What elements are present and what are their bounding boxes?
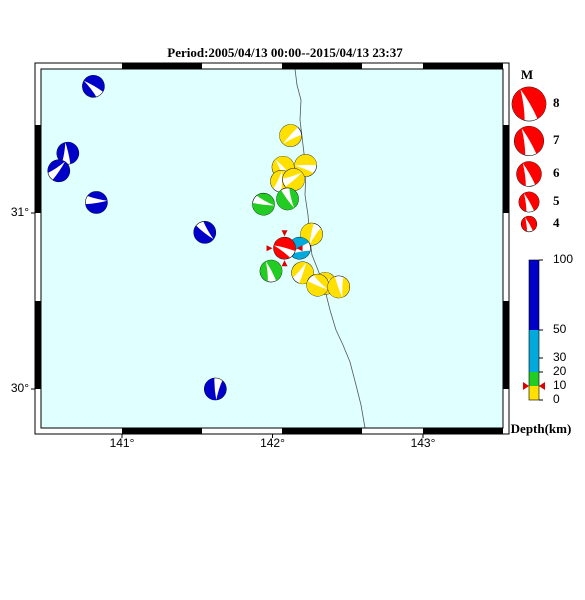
- depth-segment: [529, 330, 539, 372]
- coastline: [294, 68, 366, 429]
- beach-ball: [193, 221, 217, 244]
- magnitude-label: 5: [553, 193, 560, 208]
- ball-lune: [306, 274, 329, 297]
- ball-lune: [193, 221, 216, 244]
- ball-lune: [279, 124, 302, 147]
- ball-lune: [273, 237, 296, 260]
- lat-label: 30°: [11, 381, 29, 395]
- title: Period:2005/04/13 00:00--2015/04/13 23:3…: [167, 45, 403, 60]
- magnitude-label: 8: [553, 95, 560, 110]
- beach-ball: [516, 161, 542, 187]
- ball-lune: [85, 191, 108, 214]
- beach-ball: [85, 191, 108, 214]
- marker-triangle: [281, 260, 288, 267]
- frame-bar: [122, 428, 202, 434]
- sea: [41, 69, 503, 428]
- marker-triangle: [266, 245, 273, 252]
- ball-lune: [252, 193, 275, 216]
- depth-label: 0: [553, 392, 560, 406]
- magnitude-label: 4: [553, 215, 560, 230]
- lon-label: 143°: [411, 436, 436, 450]
- beach-ball: [273, 236, 296, 260]
- beach-ball: [511, 86, 547, 122]
- frame-bar: [282, 428, 362, 434]
- frame-bar: [423, 428, 503, 434]
- beach-ball: [282, 168, 305, 191]
- ball-lune: [514, 126, 544, 156]
- depth-marker: [523, 382, 529, 390]
- marker-triangle: [281, 230, 288, 237]
- ball-lune: [519, 191, 540, 212]
- depth-label: 10: [553, 378, 567, 392]
- ball-lune: [327, 276, 350, 298]
- depth-label: 100: [553, 252, 573, 266]
- depth-segment: [529, 372, 539, 386]
- beach-ball: [518, 191, 540, 213]
- beach-ball: [276, 187, 299, 211]
- depth-title: Depth(km): [511, 421, 572, 436]
- beach-ball: [56, 141, 80, 165]
- depth-label: 30: [553, 350, 567, 364]
- depth-segment: [529, 386, 539, 400]
- depth-marker: [539, 382, 545, 390]
- beach-ball: [520, 215, 538, 233]
- frame-bar: [503, 125, 509, 213]
- frame-bar: [423, 63, 503, 69]
- map-frame: 141° 142° 143° 30° 31°: [11, 62, 510, 450]
- ball-lune: [291, 261, 314, 284]
- frame-bar: [35, 301, 41, 389]
- ball-lune: [204, 378, 227, 400]
- depth-label: 50: [553, 322, 567, 336]
- beach-ball: [259, 259, 283, 283]
- marker-triangle: [296, 245, 303, 252]
- frame-bar: [503, 301, 509, 389]
- depth-label: 20: [553, 364, 567, 378]
- magnitude-label: 6: [553, 165, 560, 180]
- frame-bar: [122, 63, 202, 69]
- ball-lune: [56, 142, 79, 164]
- beach-ball: [279, 124, 302, 147]
- ball-lune: [512, 87, 546, 121]
- frame-bar: [282, 63, 362, 69]
- ball-lune: [47, 159, 70, 182]
- ball-lune: [260, 260, 282, 282]
- ball-lune: [516, 161, 542, 186]
- beach-ball: [327, 275, 351, 299]
- ball-lune: [521, 216, 537, 232]
- lat-label: 31°: [11, 205, 29, 219]
- ball-lune: [276, 188, 299, 210]
- beach-ball: [252, 192, 275, 216]
- ball-lune: [82, 75, 105, 98]
- beach-ball: [204, 377, 227, 401]
- beach-ball: [514, 126, 544, 156]
- lon-label: 142°: [260, 436, 285, 450]
- depth-segment: [529, 260, 539, 330]
- magnitude-label: 7: [553, 132, 560, 147]
- events: [47, 74, 351, 401]
- ball-lune: [282, 168, 305, 191]
- beach-ball: [82, 74, 105, 98]
- frame-inner: [40, 68, 504, 429]
- frame-bar: [35, 125, 41, 213]
- beach-ball: [47, 159, 71, 183]
- beach-ball: [306, 273, 329, 297]
- lon-label: 141°: [110, 436, 135, 450]
- magnitude-title: M: [521, 67, 533, 82]
